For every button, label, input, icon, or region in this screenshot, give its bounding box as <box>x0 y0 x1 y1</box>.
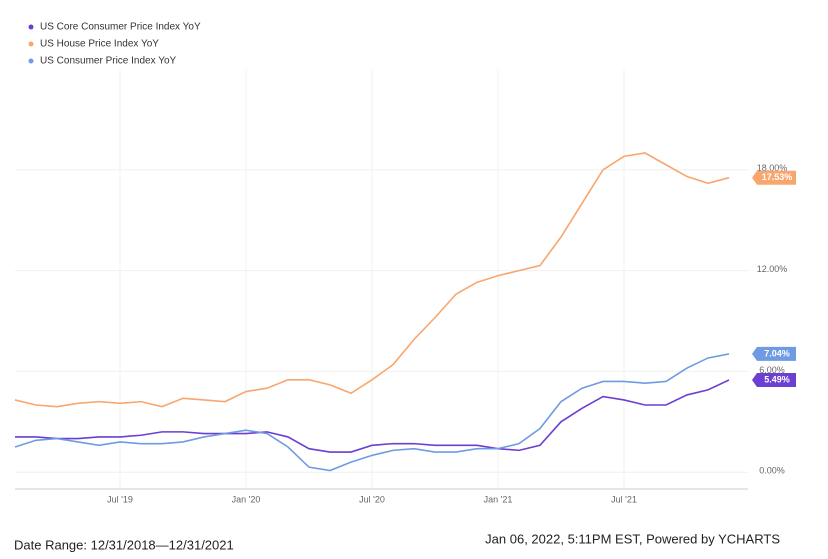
x-tick-label: Jul '21 <box>611 494 637 504</box>
legend-marker <box>28 41 34 47</box>
y-tick-label: 18.00% <box>757 163 788 173</box>
value-tag <box>752 170 796 185</box>
legend-marker <box>28 24 34 30</box>
legend-label: US Core Consumer Price Index YoY <box>40 22 201 33</box>
y-tick-label: 0.00% <box>759 466 785 476</box>
y-tick-label: 12.00% <box>757 264 788 274</box>
x-tick-label: Jul '20 <box>359 494 385 504</box>
footer-left: Date Range: 12/31/2018—12/31/2021 <box>14 537 234 552</box>
legend-label: US Consumer Price Index YoY <box>40 56 177 67</box>
legend-label: US House Price Index YoY <box>40 39 159 50</box>
footer-right: Jan 06, 2022, 5:11PM EST, Powered by YCH… <box>485 531 780 546</box>
x-tick-label: Jul '19 <box>107 494 133 504</box>
x-tick-label: Jan '20 <box>232 494 261 504</box>
value-tag <box>752 372 796 387</box>
series-line <box>15 379 730 453</box>
value-label: 5.49% <box>764 374 790 384</box>
y-tick-label: 6.00% <box>759 365 785 375</box>
value-label: 7.04% <box>764 348 790 358</box>
value-tag <box>752 346 796 361</box>
legend-marker <box>28 58 34 64</box>
series-line <box>14 152 730 408</box>
plot-area <box>15 69 748 489</box>
series-line <box>14 353 730 472</box>
x-tick-label: Jan '21 <box>484 494 513 504</box>
value-label: 17.53% <box>762 172 793 182</box>
